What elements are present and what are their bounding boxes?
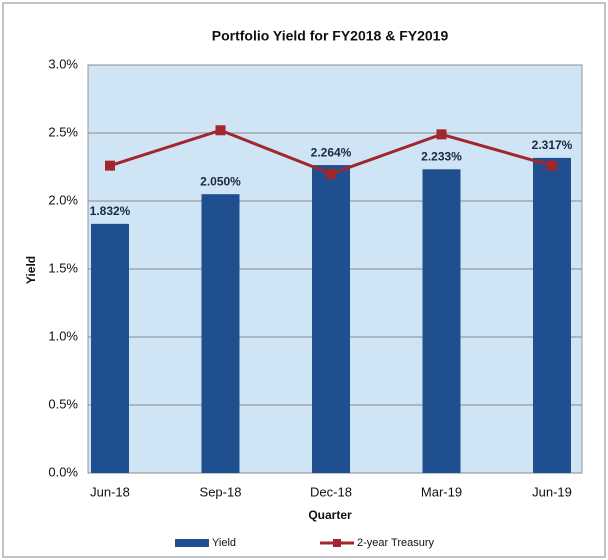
y-tick-label: 2.5% xyxy=(48,124,78,139)
y-tick-label: 0.5% xyxy=(48,396,78,411)
legend-swatch xyxy=(175,539,209,547)
bar xyxy=(91,223,129,473)
x-tick-label: Mar-19 xyxy=(421,484,462,499)
x-tick-label: Jun-19 xyxy=(532,484,572,499)
marker xyxy=(436,129,447,140)
y-axis-title: Yield xyxy=(24,256,38,284)
bar xyxy=(312,165,350,473)
y-tick-label: 1.5% xyxy=(48,260,78,275)
y-tick-label: 1.0% xyxy=(48,328,78,343)
marker xyxy=(105,160,115,171)
x-tick-label: Sep-18 xyxy=(200,484,242,499)
chart-title: Portfolio Yield for FY2018 & FY2019 xyxy=(212,28,449,44)
data-label: 2.233% xyxy=(421,149,462,163)
x-tick-label: Dec-18 xyxy=(310,484,352,499)
marker xyxy=(326,168,336,179)
bar xyxy=(201,194,240,473)
legend-label: Yield xyxy=(212,537,236,549)
data-label: 2.264% xyxy=(311,145,352,159)
legend-label: 2-year Treasury xyxy=(357,537,435,549)
marker xyxy=(547,160,557,171)
legend-swatch xyxy=(333,539,341,547)
data-label: 2.050% xyxy=(200,174,241,188)
bar xyxy=(422,169,461,473)
data-label: 1.832% xyxy=(90,204,131,218)
data-label: 2.317% xyxy=(532,138,573,152)
y-tick-label: 3.0% xyxy=(48,56,78,71)
y-tick-label: 2.0% xyxy=(48,192,78,207)
bar xyxy=(533,157,571,473)
marker xyxy=(215,125,226,136)
x-tick-label: Jun-18 xyxy=(90,484,130,499)
y-tick-label: 0.0% xyxy=(48,464,78,479)
x-axis-title: Quarter xyxy=(308,508,352,522)
